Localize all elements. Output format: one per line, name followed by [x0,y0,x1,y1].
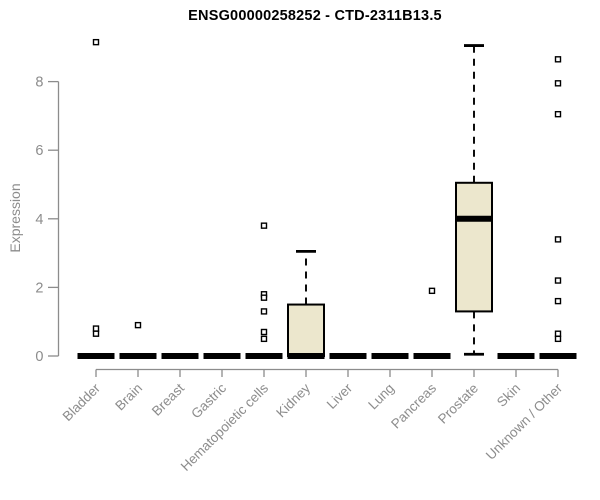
outlier-point [554,297,562,305]
x-tick-label: Pancreas [388,380,439,431]
x-tick-label: Prostate [435,381,481,427]
box-unknown-other [539,56,577,359]
outlier-point [554,56,562,63]
y-tick-label: 6 [35,143,43,159]
outlier-point [260,222,268,229]
x-tick-label: Brain [112,381,145,414]
outlier-point [92,38,100,46]
outlier-point [554,110,562,118]
x-tick-label: Bladder [60,380,104,424]
box-bladder [77,38,115,359]
outlier-point [260,335,268,343]
outlier-point [260,308,268,315]
outlier-point [554,236,562,243]
outlier-point [554,277,562,284]
outlier-point [554,330,562,337]
box-prostate [455,44,493,356]
iqr-box [287,303,325,357]
y-tick-label: 2 [35,280,43,296]
y-tick-label: 8 [35,75,43,91]
x-tick-label: Skin [494,381,523,410]
outlier-point [428,287,436,295]
outlier-point [260,328,268,336]
chart-title: ENSG00000258252 - CTD-2311B13.5 [188,8,442,24]
box-brain [119,321,157,359]
outlier-point [554,80,562,87]
x-tick-label: Gastric [188,380,229,421]
outlier-point [134,321,142,329]
outlier-point [554,335,562,343]
x-tick-label: Unknown / Other [483,380,566,463]
iqr-box [455,181,493,313]
x-tick-label: Liver [324,380,356,412]
outlier-point [92,330,100,337]
outlier-point [260,294,268,301]
box-pancreas [413,287,451,359]
x-tick-label: Lung [365,381,397,413]
y-tick-label: 4 [35,212,43,228]
box-kidney [287,249,325,359]
x-tick-label: Breast [149,380,187,418]
box-hematopoietic-cells [245,222,283,359]
x-tick-label: Kidney [273,380,313,420]
outlier-point [92,325,100,332]
y-tick-label: 0 [35,349,43,365]
